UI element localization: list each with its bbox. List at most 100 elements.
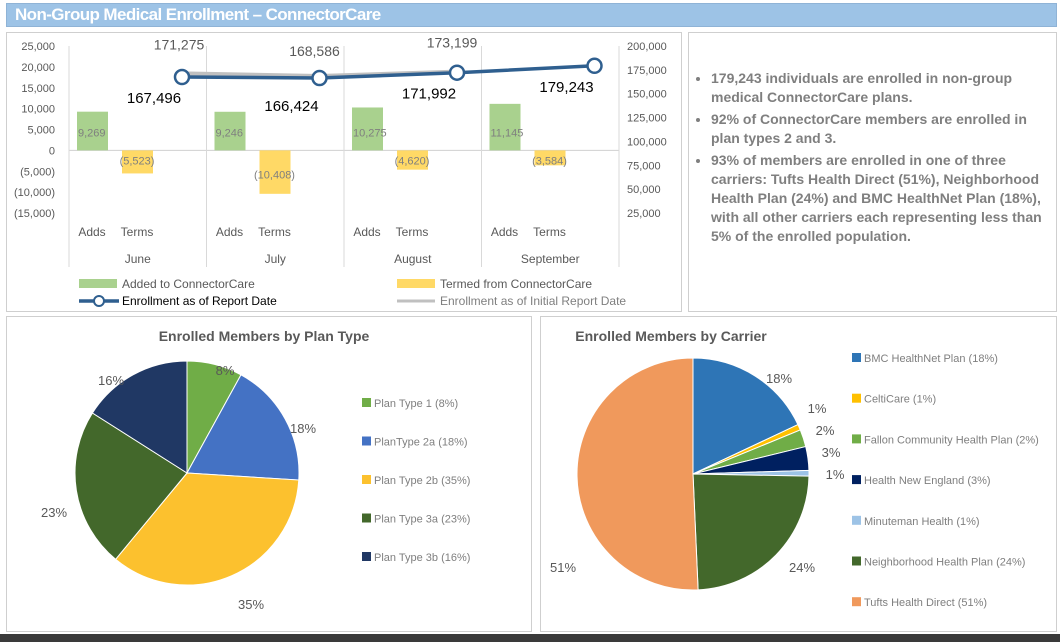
left-axis-tick: 25,000 <box>21 41 55 53</box>
left-axis-tick: 10,000 <box>21 104 55 116</box>
subcategory-label: Terms <box>533 225 566 239</box>
legend-swatch-termed <box>397 279 435 288</box>
pie-slice <box>576 357 699 591</box>
pie-slice-label: 18% <box>766 371 792 386</box>
legend-label: Added to ConnectorCare <box>122 277 255 291</box>
subcategory-label: Adds <box>78 225 105 239</box>
report-enrollment-marker <box>311 69 328 87</box>
right-axis-tick: 75,000 <box>627 160 661 172</box>
legend-label: Enrollment as of Initial Report Date <box>440 294 626 308</box>
pie-slice <box>74 412 188 561</box>
right-axis-tick: 100,000 <box>627 136 667 148</box>
legend-swatch <box>852 556 861 566</box>
subcategory-label: Terms <box>258 225 291 239</box>
enrollment-combo-chart-panel: 25,000 20,000 15,000 10,000 5,000 0 (5,000) (10… <box>6 32 682 312</box>
legend-swatch <box>852 597 861 607</box>
pie-slice-label: 51% <box>550 560 576 575</box>
terms-bar-label: (10,408) <box>254 169 295 181</box>
chart-title: Enrolled Members by Carrier <box>575 328 767 344</box>
subcategory-label: Terms <box>121 225 154 239</box>
pie-slice-label: 24% <box>789 560 815 575</box>
legend-label: Health New England (3%) <box>864 475 991 487</box>
initial-enrollment-label: 173,199 <box>427 35 478 51</box>
legend-swatch <box>852 393 861 403</box>
note-bullet: 93% of members are enrolled in one of th… <box>711 151 1042 246</box>
note-bullet: 92% of ConnectorCare members are enrolle… <box>711 110 1042 148</box>
enrollment-combo-chart: 25,000 20,000 15,000 10,000 5,000 0 (5,000) (10… <box>14 35 667 308</box>
subcategory-label: Adds <box>353 225 380 239</box>
plan-type-pie-panel: Enrolled Members by Plan Type 8% Plan Type… <box>6 316 532 632</box>
legend-swatch <box>362 552 371 561</box>
carrier-pie-chart: Enrolled Members by Carrier 18% BMC Health… <box>550 328 1039 609</box>
pie-slice-label: 23% <box>41 505 67 520</box>
legend-label: BMC HealthNet Plan (18%) <box>864 353 998 365</box>
pie-slice-label: 1% <box>808 401 827 416</box>
right-axis-tick: 50,000 <box>627 184 661 196</box>
month-label: July <box>265 252 286 266</box>
subcategory-label: Terms <box>396 225 429 239</box>
report-enrollment-label: 179,243 <box>539 79 593 96</box>
carrier-pie-panel: Enrolled Members by Carrier 18% BMC Health… <box>540 316 1057 632</box>
adds-bar <box>214 111 246 151</box>
legend-label: Minuteman Health (1%) <box>864 516 980 528</box>
legend-swatch <box>362 513 371 523</box>
pie-slice <box>692 357 799 475</box>
pie-slice-label: 3% <box>822 445 841 460</box>
subcategory-label: Adds <box>491 225 518 239</box>
legend-label: Plan Type 3b (16%) <box>374 552 470 564</box>
pie-slice <box>114 472 300 586</box>
terms-bar <box>534 150 566 166</box>
legend-marker-report <box>93 295 105 307</box>
terms-bar-label: (3,584) <box>532 155 567 167</box>
legend-swatch <box>852 353 861 362</box>
adds-bar-label: 11,145 <box>491 127 524 139</box>
subcategory-label: Adds <box>216 225 243 239</box>
month-label: September <box>521 252 580 266</box>
page-header: Non-Group Medical Enrollment – Connector… <box>6 3 1057 27</box>
legend-label: Plan Type 2b (35%) <box>374 475 470 487</box>
terms-bar <box>397 150 428 170</box>
adds-bar <box>77 111 108 151</box>
legend-label: PlanType 2a (18%) <box>374 437 468 449</box>
pie-slice-label: 18% <box>290 421 316 436</box>
pie-slice <box>91 360 188 474</box>
notes-panel: 179,243 individuals are enrolled in non-… <box>688 32 1057 312</box>
left-axis-tick: (10,000) <box>14 187 55 199</box>
legend-label: Plan Type 3a (23%) <box>374 514 470 526</box>
initial-enrollment-label: 168,586 <box>289 43 340 59</box>
left-axis-tick: 5,000 <box>27 125 55 137</box>
right-axis-tick: 25,000 <box>627 208 661 220</box>
legend-label: Plan Type 1 (8%) <box>374 398 458 410</box>
pie-slice-label: 16% <box>98 373 124 388</box>
legend-label: Fallon Community Health Plan (2%) <box>864 434 1039 446</box>
right-axis-tick: 150,000 <box>627 89 667 101</box>
report-enrollment-label: 167,496 <box>127 90 181 107</box>
legend-swatch <box>852 515 861 525</box>
legend-swatch <box>362 436 371 446</box>
window-bottom-edge <box>0 634 1060 642</box>
right-axis-tick: 200,000 <box>627 41 667 53</box>
legend-label: Termed from ConnectorCare <box>440 277 592 291</box>
legend-swatch <box>852 475 861 485</box>
initial-enrollment-label: 171,275 <box>154 36 205 52</box>
pie-slice-label: 35% <box>238 597 264 612</box>
report-enrollment-marker <box>586 57 603 75</box>
legend-swatch <box>362 398 371 407</box>
adds-bar <box>352 107 383 151</box>
report-enrollment-line <box>181 64 595 80</box>
legend-swatch <box>362 475 371 484</box>
left-axis-tick: 20,000 <box>21 62 55 74</box>
terms-bar <box>259 150 291 194</box>
legend-swatch-added <box>79 279 117 288</box>
terms-bar-label: (4,620) <box>395 155 430 167</box>
month-label: August <box>394 252 432 266</box>
legend-label: Neighborhood Health Plan (24%) <box>864 557 1025 569</box>
left-axis-tick: 15,000 <box>21 83 55 95</box>
legend-swatch <box>852 434 861 444</box>
note-bullet: 179,243 individuals are enrolled in non-… <box>711 69 1042 107</box>
legend-label: Enrollment as of Report Date <box>122 294 277 308</box>
pie-slice <box>692 473 810 591</box>
adds-bar <box>489 103 521 151</box>
left-axis-tick: 0 <box>49 145 55 157</box>
adds-bar-label: 10,275 <box>353 127 387 139</box>
